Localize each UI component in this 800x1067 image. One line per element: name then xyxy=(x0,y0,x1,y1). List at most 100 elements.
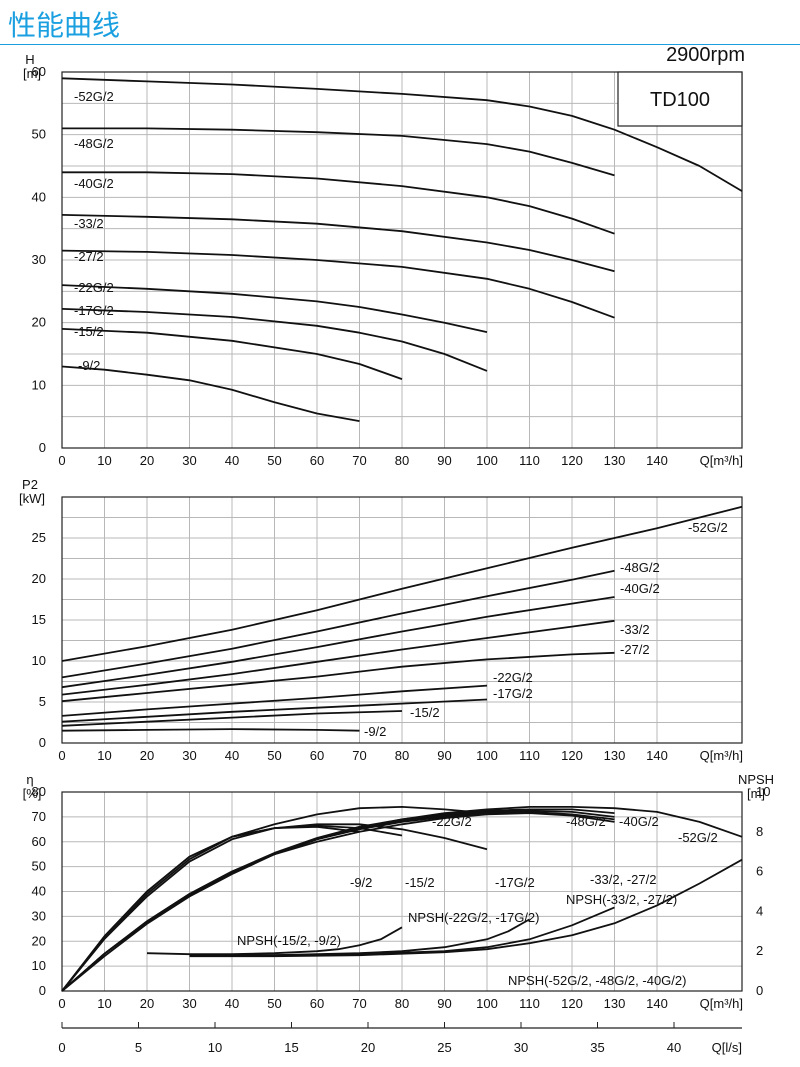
x-tick-label: 110 xyxy=(519,453,540,468)
series-22g-2 xyxy=(61,284,488,333)
x2-tick-label: 5 xyxy=(135,1040,142,1055)
efficiency-panel xyxy=(61,791,743,992)
series-33-2 xyxy=(61,811,615,992)
series-40g-2 xyxy=(61,809,615,992)
y-tick-label: 40 xyxy=(32,189,46,204)
series-npsh-15-2-9-2 xyxy=(146,926,403,956)
x-tick-label: 130 xyxy=(604,453,626,468)
y-tick-label: 30 xyxy=(32,252,46,267)
x2-tick-label: 10 xyxy=(208,1040,222,1055)
label-17g-2: -17G/2 xyxy=(495,875,535,890)
series-27-2 xyxy=(61,812,615,992)
series-52g-2 xyxy=(61,77,743,192)
y-tick-label: 50 xyxy=(32,127,46,142)
x-tick-label: 120 xyxy=(561,453,583,468)
x-tick-label: 90 xyxy=(437,453,451,468)
y-tick-label: 0 xyxy=(39,735,46,750)
x-tick-label: 0 xyxy=(58,996,65,1011)
x-tick-label: 90 xyxy=(437,996,451,1011)
x-tick-label: 140 xyxy=(646,453,668,468)
series-33-2 xyxy=(61,214,615,273)
y-axis-label: η xyxy=(26,772,33,787)
label-9-2: -9/2 xyxy=(350,875,372,890)
y2-tick-label: 6 xyxy=(756,864,763,879)
y-tick-label: 10 xyxy=(32,958,46,973)
series-27-2 xyxy=(61,249,615,319)
label-40g-2: -40G/2 xyxy=(74,176,114,191)
y2-axis-label: NPSH xyxy=(738,772,774,787)
series-npsh-52g-2-48g-2-40g-2 xyxy=(189,858,743,958)
x-tick-label: 20 xyxy=(140,748,154,763)
label-40g-2: -40G/2 xyxy=(619,814,659,829)
model-label: TD100 xyxy=(650,89,710,111)
label-27-2: -27/2 xyxy=(74,249,104,264)
x-tick-label: 70 xyxy=(352,748,366,763)
x-axis-label: Q[m³/h] xyxy=(700,453,743,468)
x2-tick-label: 25 xyxy=(437,1040,451,1055)
label-17g-2: -17G/2 xyxy=(493,686,533,701)
label-npsh-52g-2-48g-2-40g-2: NPSH(-52G/2, -48G/2, -40G/2) xyxy=(508,973,686,988)
label-52g-2: -52G/2 xyxy=(74,89,114,104)
speed-label: 2900rpm xyxy=(666,44,745,66)
x-tick-label: 20 xyxy=(140,996,154,1011)
label-48g-2: -48G/2 xyxy=(620,560,660,575)
label-22g-2: -22G/2 xyxy=(74,280,114,295)
series-npsh-33-2-27-2 xyxy=(189,906,615,957)
y-tick-label: 60 xyxy=(32,834,46,849)
y-axis-unit: [kW] xyxy=(19,491,45,506)
y2-axis-unit: [m] xyxy=(747,786,765,801)
y-tick-label: 0 xyxy=(39,440,46,455)
y-tick-label: 25 xyxy=(32,530,46,545)
series-9-2 xyxy=(61,728,360,732)
x2-tick-label: 0 xyxy=(58,1040,65,1055)
y-tick-label: 10 xyxy=(32,377,46,392)
x-tick-label: 100 xyxy=(476,453,498,468)
x-tick-label: 30 xyxy=(182,453,196,468)
x2-tick-label: 40 xyxy=(667,1040,681,1055)
x-tick-label: 100 xyxy=(476,748,498,763)
y-tick-label: 20 xyxy=(32,315,46,330)
series-17g-2 xyxy=(61,698,488,723)
label-48g-2: -48G/2 xyxy=(74,136,114,151)
series-22g-2 xyxy=(61,806,488,992)
title-rule xyxy=(0,44,800,45)
series-9-2 xyxy=(61,365,360,422)
x-tick-label: 30 xyxy=(182,748,196,763)
y-axis-label: H xyxy=(25,52,34,67)
x2-tick-label: 20 xyxy=(361,1040,375,1055)
y-axis-label: P2 xyxy=(22,477,38,492)
x2-tick-label: 30 xyxy=(514,1040,528,1055)
x-tick-label: 40 xyxy=(225,748,239,763)
y-tick-label: 40 xyxy=(32,884,46,899)
y-tick-label: 50 xyxy=(32,859,46,874)
head-panel xyxy=(61,71,743,449)
x-tick-label: 80 xyxy=(395,996,409,1011)
x-tick-label: 80 xyxy=(395,453,409,468)
x-tick-label: 140 xyxy=(646,748,668,763)
series-15-2 xyxy=(61,710,403,727)
y-tick-label: 0 xyxy=(39,983,46,998)
label-52g-2: -52G/2 xyxy=(688,520,728,535)
x-tick-label: 0 xyxy=(58,453,65,468)
x-tick-label: 110 xyxy=(519,996,540,1011)
x-tick-label: 50 xyxy=(267,748,281,763)
series-40g-2 xyxy=(61,596,615,689)
y2-tick-label: 0 xyxy=(756,983,763,998)
x-axis-label: Q[m³/h] xyxy=(700,748,743,763)
y-axis-unit: [%] xyxy=(23,786,42,801)
series-52g-2 xyxy=(61,806,743,992)
x2-tick-label: 15 xyxy=(284,1040,298,1055)
label-npsh-15-2-9-2: NPSH(-15/2, -9/2) xyxy=(237,933,341,948)
x-tick-label: 130 xyxy=(604,748,626,763)
head-frame xyxy=(61,71,743,449)
x-tick-label: 60 xyxy=(310,996,324,1011)
x-tick-label: 110 xyxy=(519,748,540,763)
label-33-2: -33/2 xyxy=(620,622,650,637)
x-tick-label: 50 xyxy=(267,453,281,468)
label-17g-2: -17G/2 xyxy=(74,303,114,318)
y-tick-label: 20 xyxy=(32,933,46,948)
x-axis-label: Q[m³/h] xyxy=(700,996,743,1011)
power-frame xyxy=(61,496,743,744)
x-tick-label: 80 xyxy=(395,748,409,763)
